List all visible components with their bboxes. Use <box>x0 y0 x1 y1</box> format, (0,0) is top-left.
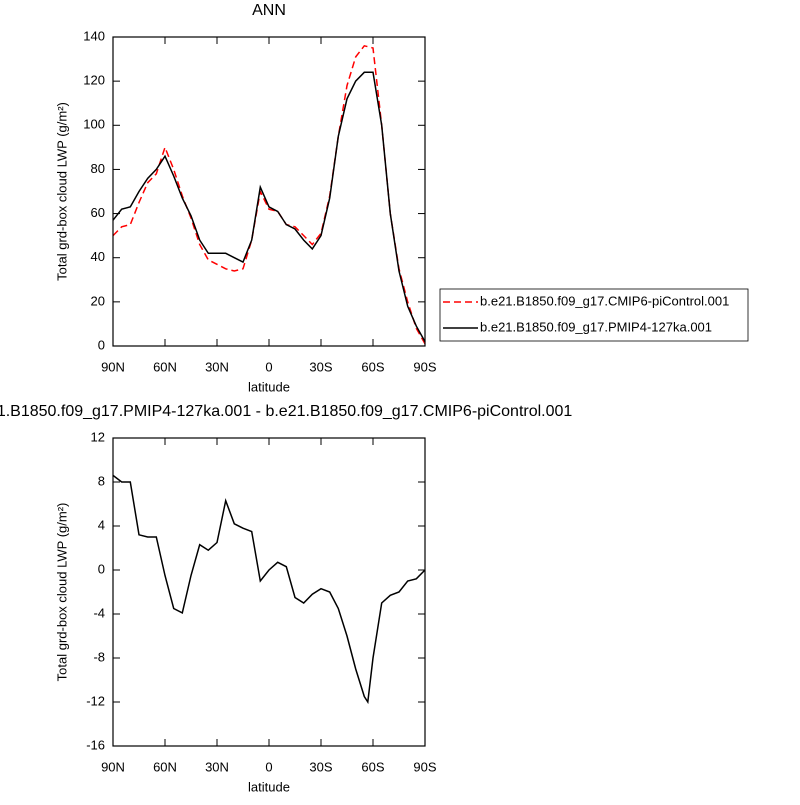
y-tick-label: 80 <box>91 161 105 176</box>
y-axis-label: Total grd-box cloud LWP (g/m²) <box>54 503 69 682</box>
x-tick-label: 90N <box>101 759 125 774</box>
chart-title: ANN <box>252 2 286 19</box>
legend-label: b.e21.B1850.f09_g17.CMIP6-piControl.001 <box>480 293 729 308</box>
chart-title: b.e21.B1850.f09_g17.PMIP4-127ka.001 - b.… <box>0 403 572 420</box>
y-tick-label: 140 <box>83 28 105 43</box>
y-tick-label: 4 <box>98 517 105 532</box>
y-tick-label: -8 <box>93 649 105 664</box>
y-tick-label: 0 <box>98 561 105 576</box>
y-tick-label: -16 <box>86 737 105 752</box>
legend-box <box>439 288 749 342</box>
y-tick-label: -4 <box>93 605 105 620</box>
data-line <box>112 71 426 342</box>
x-tick-label: 90N <box>101 359 125 374</box>
data-line <box>112 474 426 705</box>
x-tick-label: 90S <box>413 759 436 774</box>
y-tick-label: 8 <box>98 473 105 488</box>
x-tick-label: 30S <box>309 759 332 774</box>
x-tick-label: 0 <box>265 359 272 374</box>
plot-frame <box>112 437 426 747</box>
x-tick-label: 0 <box>265 759 272 774</box>
y-tick-label: 40 <box>91 249 105 264</box>
data-line <box>112 44 426 345</box>
x-tick-label: 30S <box>309 359 332 374</box>
x-tick-label: 60S <box>361 359 384 374</box>
x-tick-label: 30N <box>205 759 229 774</box>
x-tick-label: 60S <box>361 759 384 774</box>
y-tick-label: 0 <box>98 337 105 352</box>
x-tick-label: 90S <box>413 359 436 374</box>
x-axis-label: latitude <box>248 379 290 394</box>
y-tick-label: 60 <box>91 205 105 220</box>
y-tick-label: 12 <box>91 429 105 444</box>
plot-frame <box>112 36 426 347</box>
y-tick-label: 100 <box>83 117 105 132</box>
y-tick-label: 20 <box>91 293 105 308</box>
x-tick-label: 30N <box>205 359 229 374</box>
legend-label: b.e21.B1850.f09_g17.PMIP4-127ka.001 <box>480 319 712 334</box>
y-tick-label: -12 <box>86 693 105 708</box>
x-tick-label: 60N <box>153 359 177 374</box>
y-axis-label: Total grd-box cloud LWP (g/m²) <box>54 102 69 281</box>
x-axis-label: latitude <box>248 779 290 794</box>
y-tick-label: 120 <box>83 73 105 88</box>
x-tick-label: 60N <box>153 759 177 774</box>
